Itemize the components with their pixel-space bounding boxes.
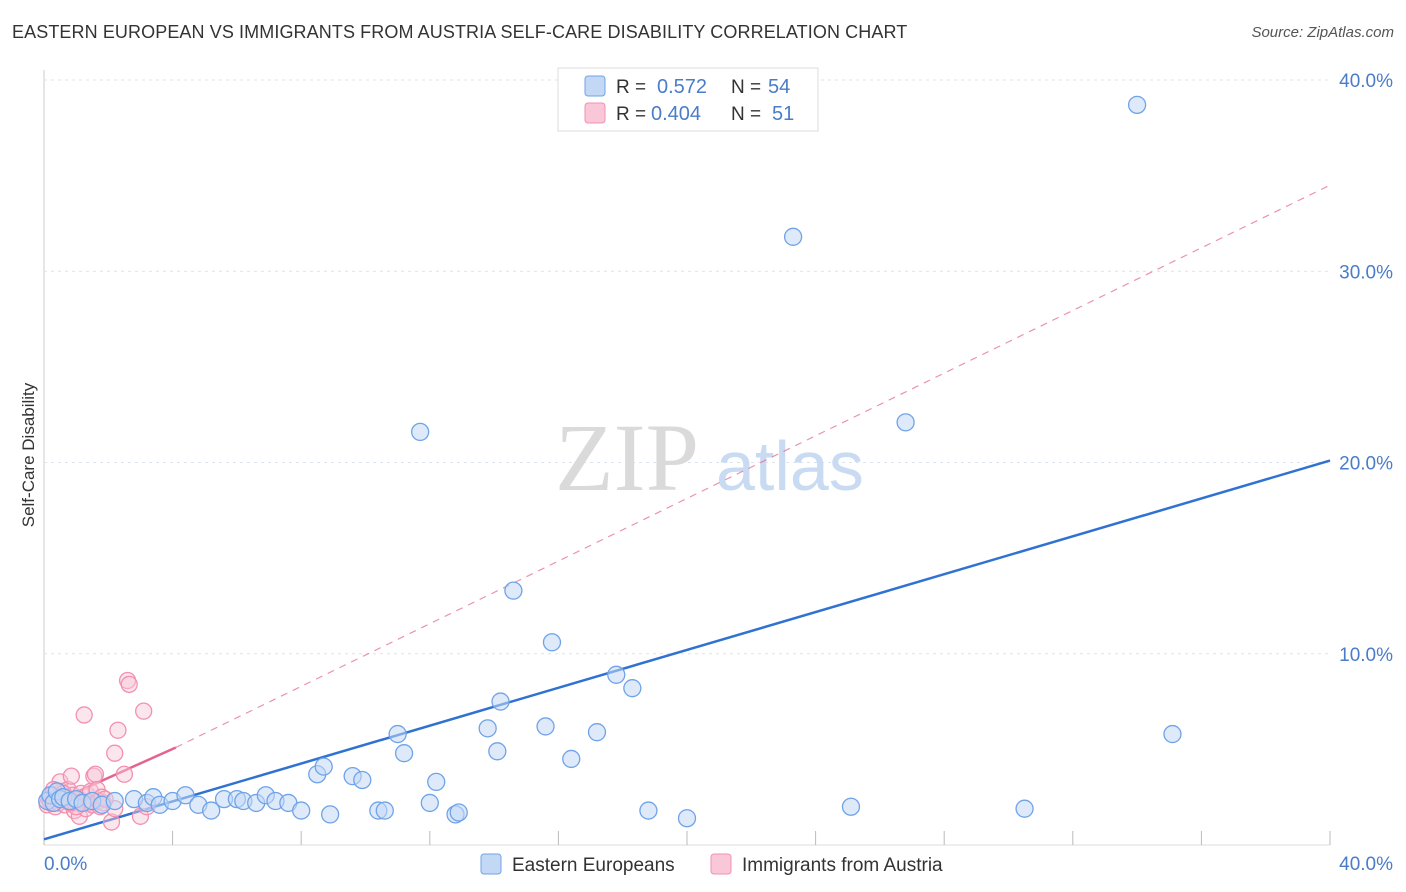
bottom-legend-label-blue: Eastern Europeans (512, 855, 675, 876)
source-label: Source: ZipAtlas.com (1251, 24, 1394, 41)
point-blue-47 (562, 749, 581, 769)
bottom-legend: Eastern Europeans Immigrants from Austri… (480, 853, 943, 876)
y-tick-label-10: 10.0% (1339, 645, 1393, 666)
point-pink-15 (62, 767, 80, 785)
trend-line-pink-extension (175, 184, 1331, 749)
y-tick-label-20: 20.0% (1339, 454, 1393, 475)
point-blue-34 (375, 801, 394, 820)
point-blue-55 (841, 797, 861, 816)
point-pink-36 (102, 813, 121, 831)
legend-r-value-pink: 0.404 (651, 103, 701, 125)
chart-title: EASTERN EUROPEAN VS IMMIGRANTS FROM AUST… (12, 22, 908, 42)
point-blue-19 (202, 801, 221, 820)
legend-r-label-blue: R = (616, 77, 646, 98)
bottom-legend-label-pink: Immigrants from Austria (742, 855, 943, 876)
bottom-legend-swatch-blue (480, 853, 502, 875)
legend-n-label-blue: N = (731, 77, 761, 98)
bottom-legend-swatch-pink (710, 853, 732, 875)
point-blue-44 (491, 692, 510, 711)
point-pink-42 (120, 675, 138, 693)
point-blue-43 (488, 742, 507, 761)
point-blue-40 (411, 422, 430, 442)
point-blue-27 (292, 801, 311, 820)
x-tick-label-max: 40.0% (1339, 854, 1393, 875)
watermark-atlas: atlas (716, 427, 864, 505)
point-pink-44 (135, 702, 153, 720)
legend-n-label-pink: N = (731, 104, 761, 125)
point-blue-49 (542, 633, 562, 652)
legend-r-label-pink: R = (616, 104, 646, 125)
point-blue-56 (896, 413, 915, 432)
trend-line-blue (43, 459, 1331, 841)
point-blue-57 (1015, 799, 1034, 818)
point-pink-38 (106, 744, 124, 762)
legend-swatch-blue (584, 75, 606, 97)
point-blue-29 (314, 757, 333, 776)
point-pink-23 (75, 706, 93, 724)
point-blue-54 (783, 227, 803, 246)
point-blue-59 (1163, 724, 1182, 744)
watermark-zip: ZIP (555, 404, 699, 511)
point-pink-39 (109, 721, 127, 739)
point-blue-17 (176, 786, 195, 805)
point-blue-58 (1127, 95, 1147, 115)
point-blue-46 (504, 581, 523, 600)
point-blue-35 (388, 724, 407, 744)
point-pink-30 (86, 765, 105, 783)
point-blue-11 (105, 791, 124, 811)
point-blue-53 (677, 809, 697, 828)
point-blue-36 (394, 744, 414, 763)
point-blue-51 (623, 679, 642, 698)
point-blue-45 (536, 717, 555, 736)
point-blue-41 (449, 803, 468, 822)
legend-r-value-blue: 0.572 (657, 76, 707, 98)
point-pink-40 (115, 765, 134, 783)
y-axis-title: Self-Care Disability (19, 382, 38, 527)
point-blue-52 (639, 801, 658, 820)
point-blue-50 (607, 665, 626, 684)
legend-box: R = 0.572 N = 54 R = 0.404 N = 51 (557, 67, 819, 132)
legend-n-value-blue: 54 (768, 76, 790, 98)
x-tick-label-min: 0.0% (44, 854, 87, 875)
point-blue-42 (478, 719, 497, 738)
point-blue-48 (587, 723, 607, 742)
y-tick-label-30: 30.0% (1339, 262, 1393, 283)
legend-n-value-pink: 51 (772, 103, 794, 125)
legend-swatch-pink (584, 102, 606, 124)
point-blue-32 (353, 770, 372, 790)
y-tick-label-40: 40.0% (1339, 71, 1393, 92)
point-blue-30 (320, 805, 340, 824)
point-blue-37 (420, 793, 439, 813)
point-blue-38 (427, 772, 446, 792)
